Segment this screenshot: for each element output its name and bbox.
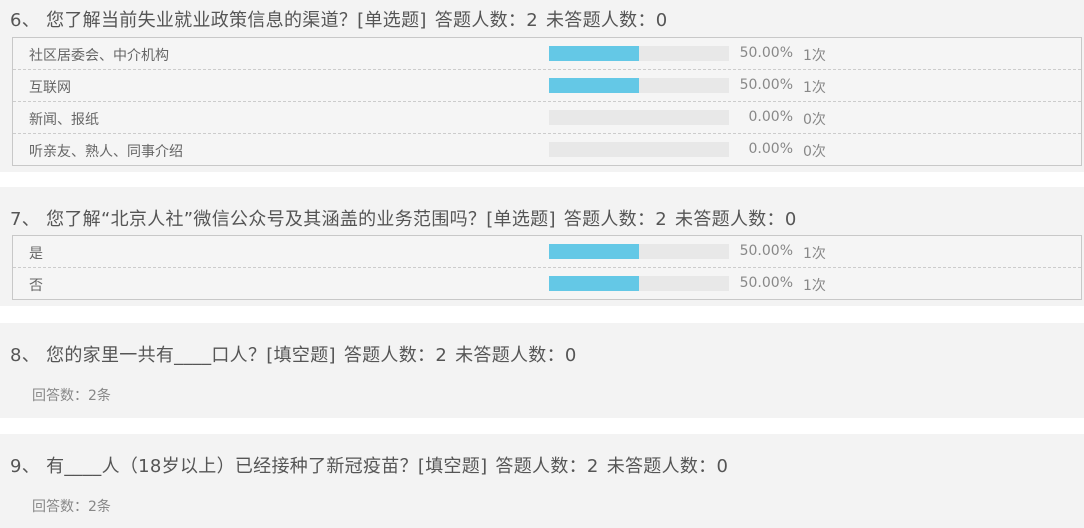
progress-fill: [549, 276, 639, 291]
options-table: 是 50.00% 1次 否 50.00% 1次: [12, 235, 1082, 300]
option-percent: 50.00%: [739, 45, 793, 61]
question-7-card: 7、 您了解“北京人社”微信公众号及其涵盖的业务范围吗？[单选题] 答题人数：2 未…: [0, 187, 1084, 306]
option-count: 0次: [803, 112, 826, 128]
answer-count-link[interactable]: 回答数：2条: [32, 388, 111, 404]
option-label: 新闻、报纸: [29, 112, 99, 128]
question-title: 8、 您的家里一共有____口人？[填空题] 答题人数：2 未答题人数：0: [10, 345, 577, 366]
option-label: 听亲友、熟人、同事介绍: [29, 144, 183, 160]
question-9-card: 9、 有____人（18岁以上）已经接种了新冠疫苗？[填空题] 答题人数：2 未答题…: [0, 434, 1084, 528]
option-label: 否: [29, 278, 43, 294]
option-count: 1次: [803, 48, 826, 64]
option-percent: 0.00%: [748, 109, 793, 125]
option-row: 否 50.00% 1次: [13, 267, 1081, 299]
option-count: 1次: [803, 278, 826, 294]
question-title: 9、 有____人（18岁以上）已经接种了新冠疫苗？[填空题] 答题人数：2 未答题…: [10, 456, 729, 477]
question-title: 6、 您了解当前失业就业政策信息的渠道？[单选题] 答题人数：2 未答题人数：0: [10, 10, 668, 31]
option-label: 是: [29, 246, 43, 262]
option-label: 社区居委会、中介机构: [29, 48, 169, 64]
option-count: 1次: [803, 246, 826, 262]
progress-bar: [549, 142, 729, 157]
option-row: 社区居委会、中介机构 50.00% 1次: [13, 38, 1081, 69]
progress-bar: [549, 244, 729, 259]
option-percent: 50.00%: [739, 243, 793, 259]
option-label: 互联网: [29, 80, 71, 96]
question-8-card: 8、 您的家里一共有____口人？[填空题] 答题人数：2 未答题人数：0 回答数：…: [0, 323, 1084, 418]
progress-bar: [549, 110, 729, 125]
option-count: 0次: [803, 144, 826, 160]
option-row: 听亲友、熟人、同事介绍 0.00% 0次: [13, 133, 1081, 165]
progress-fill: [549, 78, 639, 93]
progress-bar: [549, 46, 729, 61]
option-percent: 50.00%: [739, 275, 793, 291]
question-6-card: 6、 您了解当前失业就业政策信息的渠道？[单选题] 答题人数：2 未答题人数：0 社…: [0, 0, 1084, 172]
option-percent: 0.00%: [748, 141, 793, 157]
progress-fill: [549, 46, 639, 61]
options-table: 社区居委会、中介机构 50.00% 1次 互联网 50.00% 1次 新闻、报纸…: [12, 37, 1082, 166]
option-row: 是 50.00% 1次: [13, 236, 1081, 267]
question-title: 7、 您了解“北京人社”微信公众号及其涵盖的业务范围吗？[单选题] 答题人数：2 未…: [10, 209, 797, 230]
progress-bar: [549, 276, 729, 291]
answer-count-link[interactable]: 回答数：2条: [32, 499, 111, 515]
progress-bar: [549, 78, 729, 93]
option-count: 1次: [803, 80, 826, 96]
option-row: 新闻、报纸 0.00% 0次: [13, 101, 1081, 133]
option-row: 互联网 50.00% 1次: [13, 69, 1081, 101]
progress-fill: [549, 244, 639, 259]
option-percent: 50.00%: [739, 77, 793, 93]
